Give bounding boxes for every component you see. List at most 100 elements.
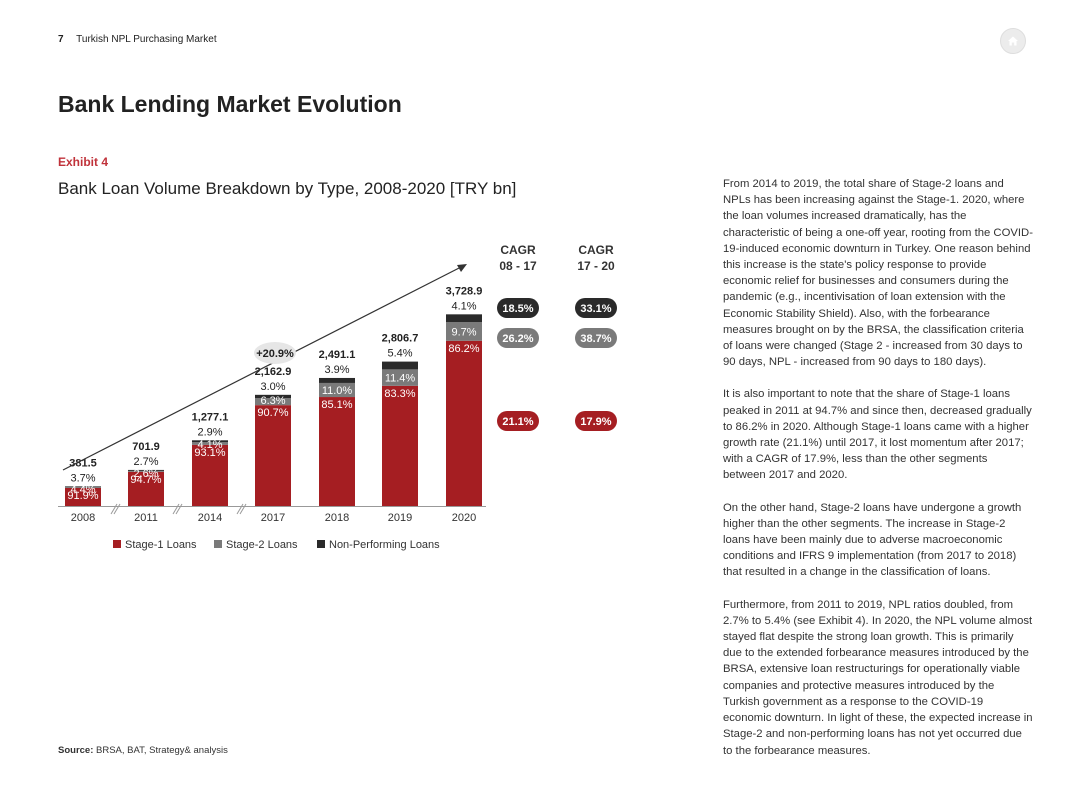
data-label-stage1: 86.2%: [448, 343, 479, 355]
total-label: 701.9: [132, 441, 160, 453]
axis-break-mark: [113, 503, 121, 515]
total-label: 2,491.1: [319, 349, 356, 361]
page-title: Bank Lending Market Evolution: [58, 91, 402, 117]
cagr-header: CAGR: [578, 243, 614, 257]
bar-stage2: [446, 322, 482, 341]
growth-arrow-head: [457, 264, 467, 272]
bar-stage1: [65, 487, 101, 506]
bar-stage2: [319, 382, 355, 398]
bar-stage1: [446, 340, 482, 506]
x-tick-label: 2020: [452, 512, 476, 524]
x-tick-label: 2014: [198, 512, 222, 524]
legend-label: Non-Performing Loans: [329, 539, 440, 551]
cagr-pill-npl: [497, 298, 539, 318]
legend-swatch: [317, 540, 325, 548]
axis-break-mark: [239, 503, 247, 515]
bar-stage1: [255, 405, 291, 506]
bar-npl: [446, 314, 482, 323]
bar-stage2: [65, 487, 101, 488]
data-label-stage2: 4.1%: [197, 439, 222, 451]
bar-stage1: [319, 397, 355, 506]
source-text: BRSA, BAT, Strategy& analysis: [93, 745, 228, 756]
data-label-stage1: 94.7%: [130, 474, 161, 486]
x-tick-label: 2019: [388, 512, 412, 524]
data-label-stage2: 6.3%: [260, 395, 285, 407]
bar-npl: [255, 394, 291, 399]
x-tick-label: 2017: [261, 512, 285, 524]
bar-stage2: [382, 369, 418, 386]
cagr-value-stage1: 21.1%: [502, 416, 533, 428]
data-label-npl: 5.4%: [387, 348, 412, 360]
bar-npl: [319, 377, 355, 383]
data-label-npl: 2.9%: [197, 426, 222, 438]
home-button[interactable]: [1000, 28, 1026, 54]
body-paragraph: From 2014 to 2019, the total share of St…: [723, 178, 1033, 369]
cagr-pill-stage2: [575, 328, 617, 348]
bar-stage1: [382, 385, 418, 506]
stacked-bar-chart: 2008 2011 2014 2017 2018 2019 2020 91.9%4.4%3.7…: [58, 243, 617, 551]
bar-stage2: [192, 442, 228, 445]
growth-annotation-bubble: [254, 342, 296, 364]
home-icon: [1008, 36, 1018, 46]
cagr-header: CAGR: [500, 243, 536, 257]
cagr-pill-stage2: [497, 328, 539, 348]
bar-stage2: [128, 470, 164, 472]
data-label-npl: 3.9%: [324, 364, 349, 376]
bar-stage1: [192, 444, 228, 506]
bar-stage2: [255, 398, 291, 406]
data-label-stage2: 11.0%: [322, 385, 353, 397]
source-note: Source: BRSA, BAT, Strategy& analysis: [58, 745, 228, 756]
legend-label: Stage-1 Loans: [125, 539, 197, 551]
axis-break-mark: [110, 503, 118, 515]
chart-title: Bank Loan Volume Breakdown by Type, 2008…: [58, 179, 517, 198]
data-label-stage1: 90.7%: [257, 407, 288, 419]
x-tick-label: 2008: [71, 512, 95, 524]
data-label-npl: 2.7%: [133, 456, 158, 468]
body-text: From 2014 to 2019, the total share of St…: [723, 176, 1033, 775]
total-label: 2,162.9: [255, 366, 292, 378]
cagr-value-stage1: 17.9%: [580, 416, 611, 428]
legend-swatch: [113, 540, 121, 548]
cagr-pill-stage1: [575, 411, 617, 431]
axis-break-mark: [172, 503, 180, 515]
exhibit-label: Exhibit 4: [58, 155, 109, 169]
cagr-value-stage2: 26.2%: [502, 333, 533, 345]
source-label: Source:: [58, 745, 94, 756]
bar-stage1: [128, 471, 164, 506]
page-number: 7: [58, 34, 64, 45]
data-label-stage2: 2.6%: [133, 468, 158, 480]
body-paragraph: Furthermore, from 2011 to 2019, NPL rati…: [723, 598, 1033, 757]
bar-npl: [65, 486, 101, 488]
data-label-stage2: 9.7%: [451, 326, 476, 338]
data-label-npl: 4.1%: [451, 300, 476, 312]
cagr-pill-npl: [575, 298, 617, 318]
x-tick-label: 2011: [134, 512, 158, 524]
header-title: Turkish NPL Purchasing Market: [76, 34, 217, 45]
axis-break-mark: [236, 503, 244, 515]
cagr-header-period: 17 - 20: [577, 259, 615, 273]
data-label-stage2: 11.4%: [385, 373, 416, 385]
bar-npl: [128, 469, 164, 471]
total-label: 381.5: [69, 457, 97, 469]
data-label-stage2: 4.4%: [70, 484, 95, 496]
legend-swatch: [214, 540, 222, 548]
data-label-stage1: 83.3%: [384, 388, 415, 400]
body-paragraph: It is also important to note that the sh…: [723, 388, 1032, 482]
data-label-npl: 3.0%: [260, 381, 285, 393]
total-label: 2,806.7: [382, 333, 419, 345]
body-paragraph: On the other hand, Stage-2 loans have un…: [723, 501, 1022, 579]
page-header: 7 Turkish NPL Purchasing Market: [58, 34, 217, 45]
data-label-stage1: 91.9%: [67, 490, 98, 502]
data-label-npl: 3.7%: [70, 472, 95, 484]
cagr-value-npl: 18.5%: [502, 303, 533, 315]
total-label: 1,277.1: [192, 411, 229, 423]
bar-npl: [382, 361, 418, 370]
cagr-value-npl: 33.1%: [580, 303, 611, 315]
total-label: 3,728.9: [446, 285, 483, 297]
cagr-pill-stage1: [497, 411, 539, 431]
data-label-stage1: 93.1%: [194, 447, 225, 459]
data-label-stage1: 85.1%: [321, 399, 352, 411]
cagr-header-period: 08 - 17: [499, 259, 537, 273]
cagr-value-stage2: 38.7%: [580, 333, 611, 345]
growth-annotation: +20.9%: [256, 348, 294, 360]
